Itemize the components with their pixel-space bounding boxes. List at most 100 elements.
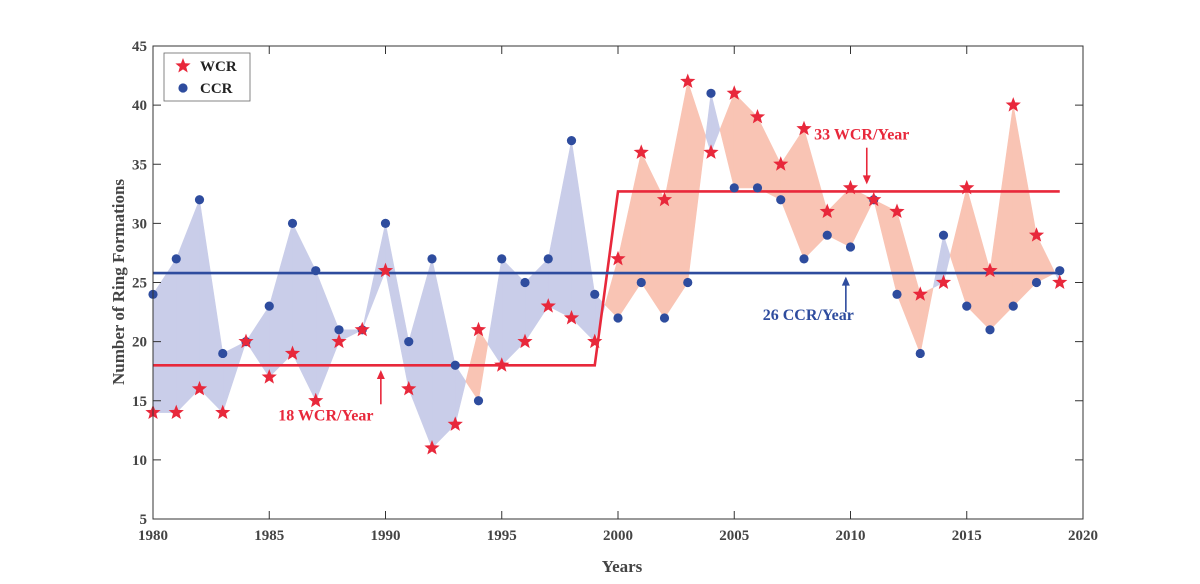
ccr-point: [962, 301, 972, 311]
wcr-point: [168, 404, 184, 420]
fill-segment: [431, 258, 456, 449]
fill-segment: [571, 140, 596, 343]
ccr-point: [1031, 277, 1042, 288]
ccr-point: [1055, 266, 1065, 276]
ccr-point: [566, 136, 577, 146]
fill-segment: [524, 258, 549, 343]
wcr-point: [587, 333, 603, 349]
y-tick-label: 10: [132, 453, 147, 469]
ccr-point: [659, 313, 670, 323]
fill-segment: [719, 93, 735, 188]
fill-segment: [315, 270, 340, 401]
legend-wcr-label: WCR: [200, 59, 237, 75]
data-points: [145, 73, 1068, 455]
trend-line-wcr: [153, 190, 1060, 367]
y-tick-label: 30: [132, 216, 147, 232]
wcr-point: [191, 380, 208, 396]
ccr-point: [218, 348, 228, 359]
fill-segment: [361, 223, 386, 330]
wcr-point: [331, 333, 347, 349]
wcr-point: [424, 440, 440, 455]
wcr-point: [1028, 227, 1045, 242]
wcr-point: [215, 404, 231, 420]
x-axis-label: Years: [602, 557, 643, 576]
x-tick-label: 2010: [836, 528, 866, 544]
fill-segment: [199, 199, 224, 414]
ccr-point: [450, 360, 460, 370]
wcr-point: [866, 191, 882, 207]
fill-segment: [803, 128, 828, 260]
fill-segment: [292, 223, 317, 401]
wcr-point: [517, 333, 533, 349]
y-tick-label: 15: [132, 394, 147, 410]
legend-wcr-marker: [175, 58, 191, 73]
x-tick-label: 2015: [952, 528, 982, 544]
wcr-point: [354, 321, 370, 337]
fill-segment: [919, 287, 934, 354]
fill-segment: [1012, 105, 1037, 307]
legend-box: [163, 52, 251, 102]
wcr-point: [261, 369, 277, 384]
wcr-point: [494, 357, 510, 372]
wcr-point: [447, 416, 463, 431]
fill-segment: [175, 199, 200, 414]
ccr-point: [287, 218, 298, 228]
difference-fills: [152, 81, 1061, 449]
fill-segment: [733, 92, 758, 189]
wcr-point: [633, 144, 649, 159]
y-axis-label: Number of Ring Formations: [109, 179, 128, 385]
fill-segment: [1036, 235, 1056, 283]
ccr-point: [520, 277, 530, 288]
y-tick-label: 20: [132, 335, 147, 351]
y-tick-label: 45: [132, 39, 147, 55]
wcr-point: [377, 262, 394, 278]
fill-segment: [640, 152, 665, 319]
wcr-point: [959, 179, 975, 195]
annotation-label: 26 CCR/Year: [763, 307, 854, 324]
wcr-point: [819, 203, 835, 219]
ccr-point: [543, 254, 553, 264]
wcr-point: [540, 298, 556, 313]
wcr-point: [703, 144, 719, 159]
y-tick-label: 35: [132, 157, 147, 173]
fill-segment: [547, 140, 572, 319]
wcr-point: [656, 191, 673, 207]
ccr-point: [264, 301, 274, 311]
ccr-point: [985, 325, 995, 335]
wcr-point: [935, 274, 952, 289]
ccr-point: [729, 183, 739, 193]
legend-ccr-label: CCR: [200, 81, 233, 97]
wcr-point: [1005, 97, 1021, 112]
ccr-point: [683, 277, 693, 288]
wcr-point: [773, 156, 789, 171]
x-tick-label: 2000: [603, 528, 633, 544]
ccr-point: [473, 396, 484, 406]
annotation-arrowhead: [376, 370, 385, 380]
ccr-point: [822, 230, 832, 240]
y-tick-label: 25: [132, 276, 147, 292]
ccr-point: [171, 254, 181, 264]
wcr-point: [796, 120, 812, 136]
annotation-arrowhead: [841, 276, 850, 286]
annotation-arrowhead: [862, 175, 871, 185]
wcr-point: [749, 108, 766, 124]
ccr-point: [194, 195, 205, 205]
fill-segment: [687, 81, 707, 283]
fill-segment: [617, 152, 642, 319]
ccr-point: [1008, 301, 1018, 311]
x-tick-label: 1980: [138, 528, 168, 544]
wcr-point: [284, 345, 301, 360]
wcr-point: [470, 321, 487, 337]
ccr-point: [636, 277, 646, 288]
ccr-point: [845, 242, 856, 252]
ccr-point: [497, 254, 507, 264]
ccr-point: [590, 289, 600, 299]
wcr-point: [982, 262, 998, 278]
ccr-point: [938, 230, 949, 240]
wcr-point: [1052, 274, 1068, 289]
ccr-point: [799, 254, 809, 264]
legend: WCR CCR: [163, 52, 251, 102]
wcr-point: [889, 203, 905, 219]
annotations: 18 WCR/Year 33 WCR/Year 26 CCR/Year: [278, 127, 909, 425]
x-tick-label: 1995: [487, 528, 517, 544]
